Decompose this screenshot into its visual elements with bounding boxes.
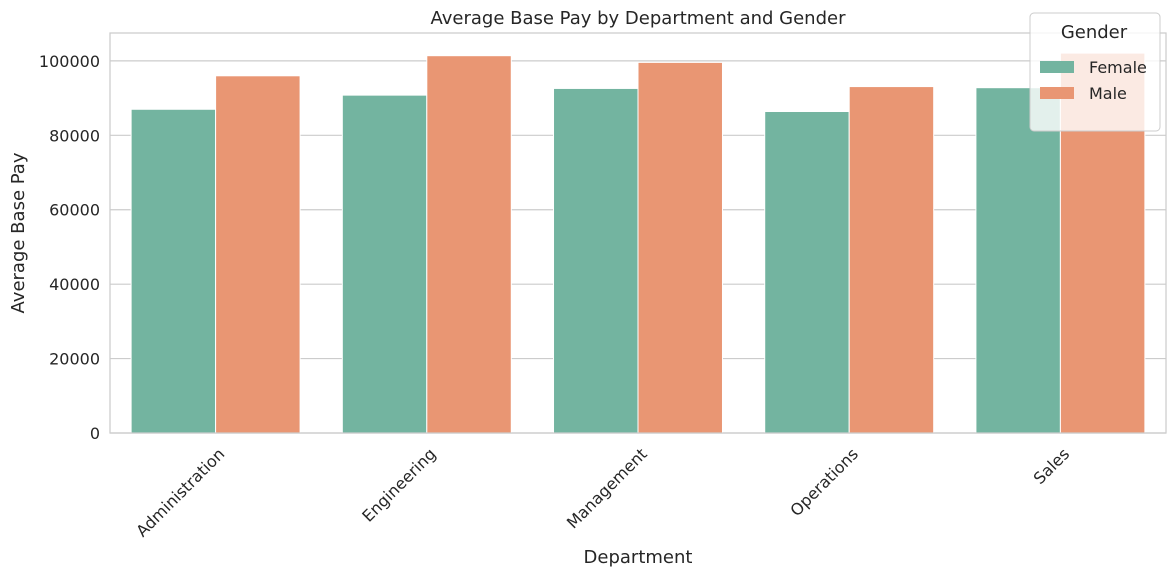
x-tick-label: Administration	[132, 444, 228, 540]
bar-male-administration	[215, 75, 301, 434]
y-tick-label: 100000	[39, 52, 100, 71]
y-axis-label: Average Base Pay	[8, 152, 29, 313]
y-tick-label: 80000	[49, 126, 100, 145]
bar-female-administration	[130, 108, 217, 434]
bar-male-engineering	[426, 55, 512, 434]
bar-female-management	[553, 87, 639, 434]
bar-female-engineering	[341, 94, 428, 434]
x-tick-label: Sales	[1030, 444, 1074, 488]
y-tick-label: 40000	[49, 275, 100, 294]
legend-swatch-male	[1040, 87, 1074, 99]
bar-male-operations	[848, 86, 935, 434]
x-axis-label: Department	[584, 547, 693, 568]
x-tick-label: Engineering	[358, 444, 439, 525]
x-axis-ticks: Administration Engineering Management Opera…	[132, 444, 1073, 540]
plot-frame	[109, 32, 1167, 434]
legend-box	[1029, 12, 1161, 132]
legend-items: Female Male	[1040, 58, 1147, 103]
x-tick-label: Operations	[786, 444, 862, 520]
legend: Gender Female Male	[1029, 12, 1161, 132]
bar-female-operations	[764, 111, 850, 434]
legend-swatch-female	[1040, 61, 1074, 73]
y-tick-label: 0	[90, 424, 100, 443]
bars	[130, 52, 1146, 434]
y-tick-label: 60000	[49, 201, 100, 220]
legend-title: Gender	[1061, 22, 1128, 43]
y-tick-label: 20000	[49, 350, 100, 369]
y-axis-ticks: 0 20000 40000 60000 80000 100000	[39, 52, 100, 443]
legend-label-female: Female	[1089, 58, 1147, 77]
bar-male-management	[637, 61, 723, 434]
x-tick-label: Management	[563, 444, 651, 532]
legend-label-male: Male	[1089, 84, 1127, 103]
bar-female-sales	[975, 87, 1061, 434]
chart-title: Average Base Pay by Department and Gende…	[430, 8, 846, 29]
